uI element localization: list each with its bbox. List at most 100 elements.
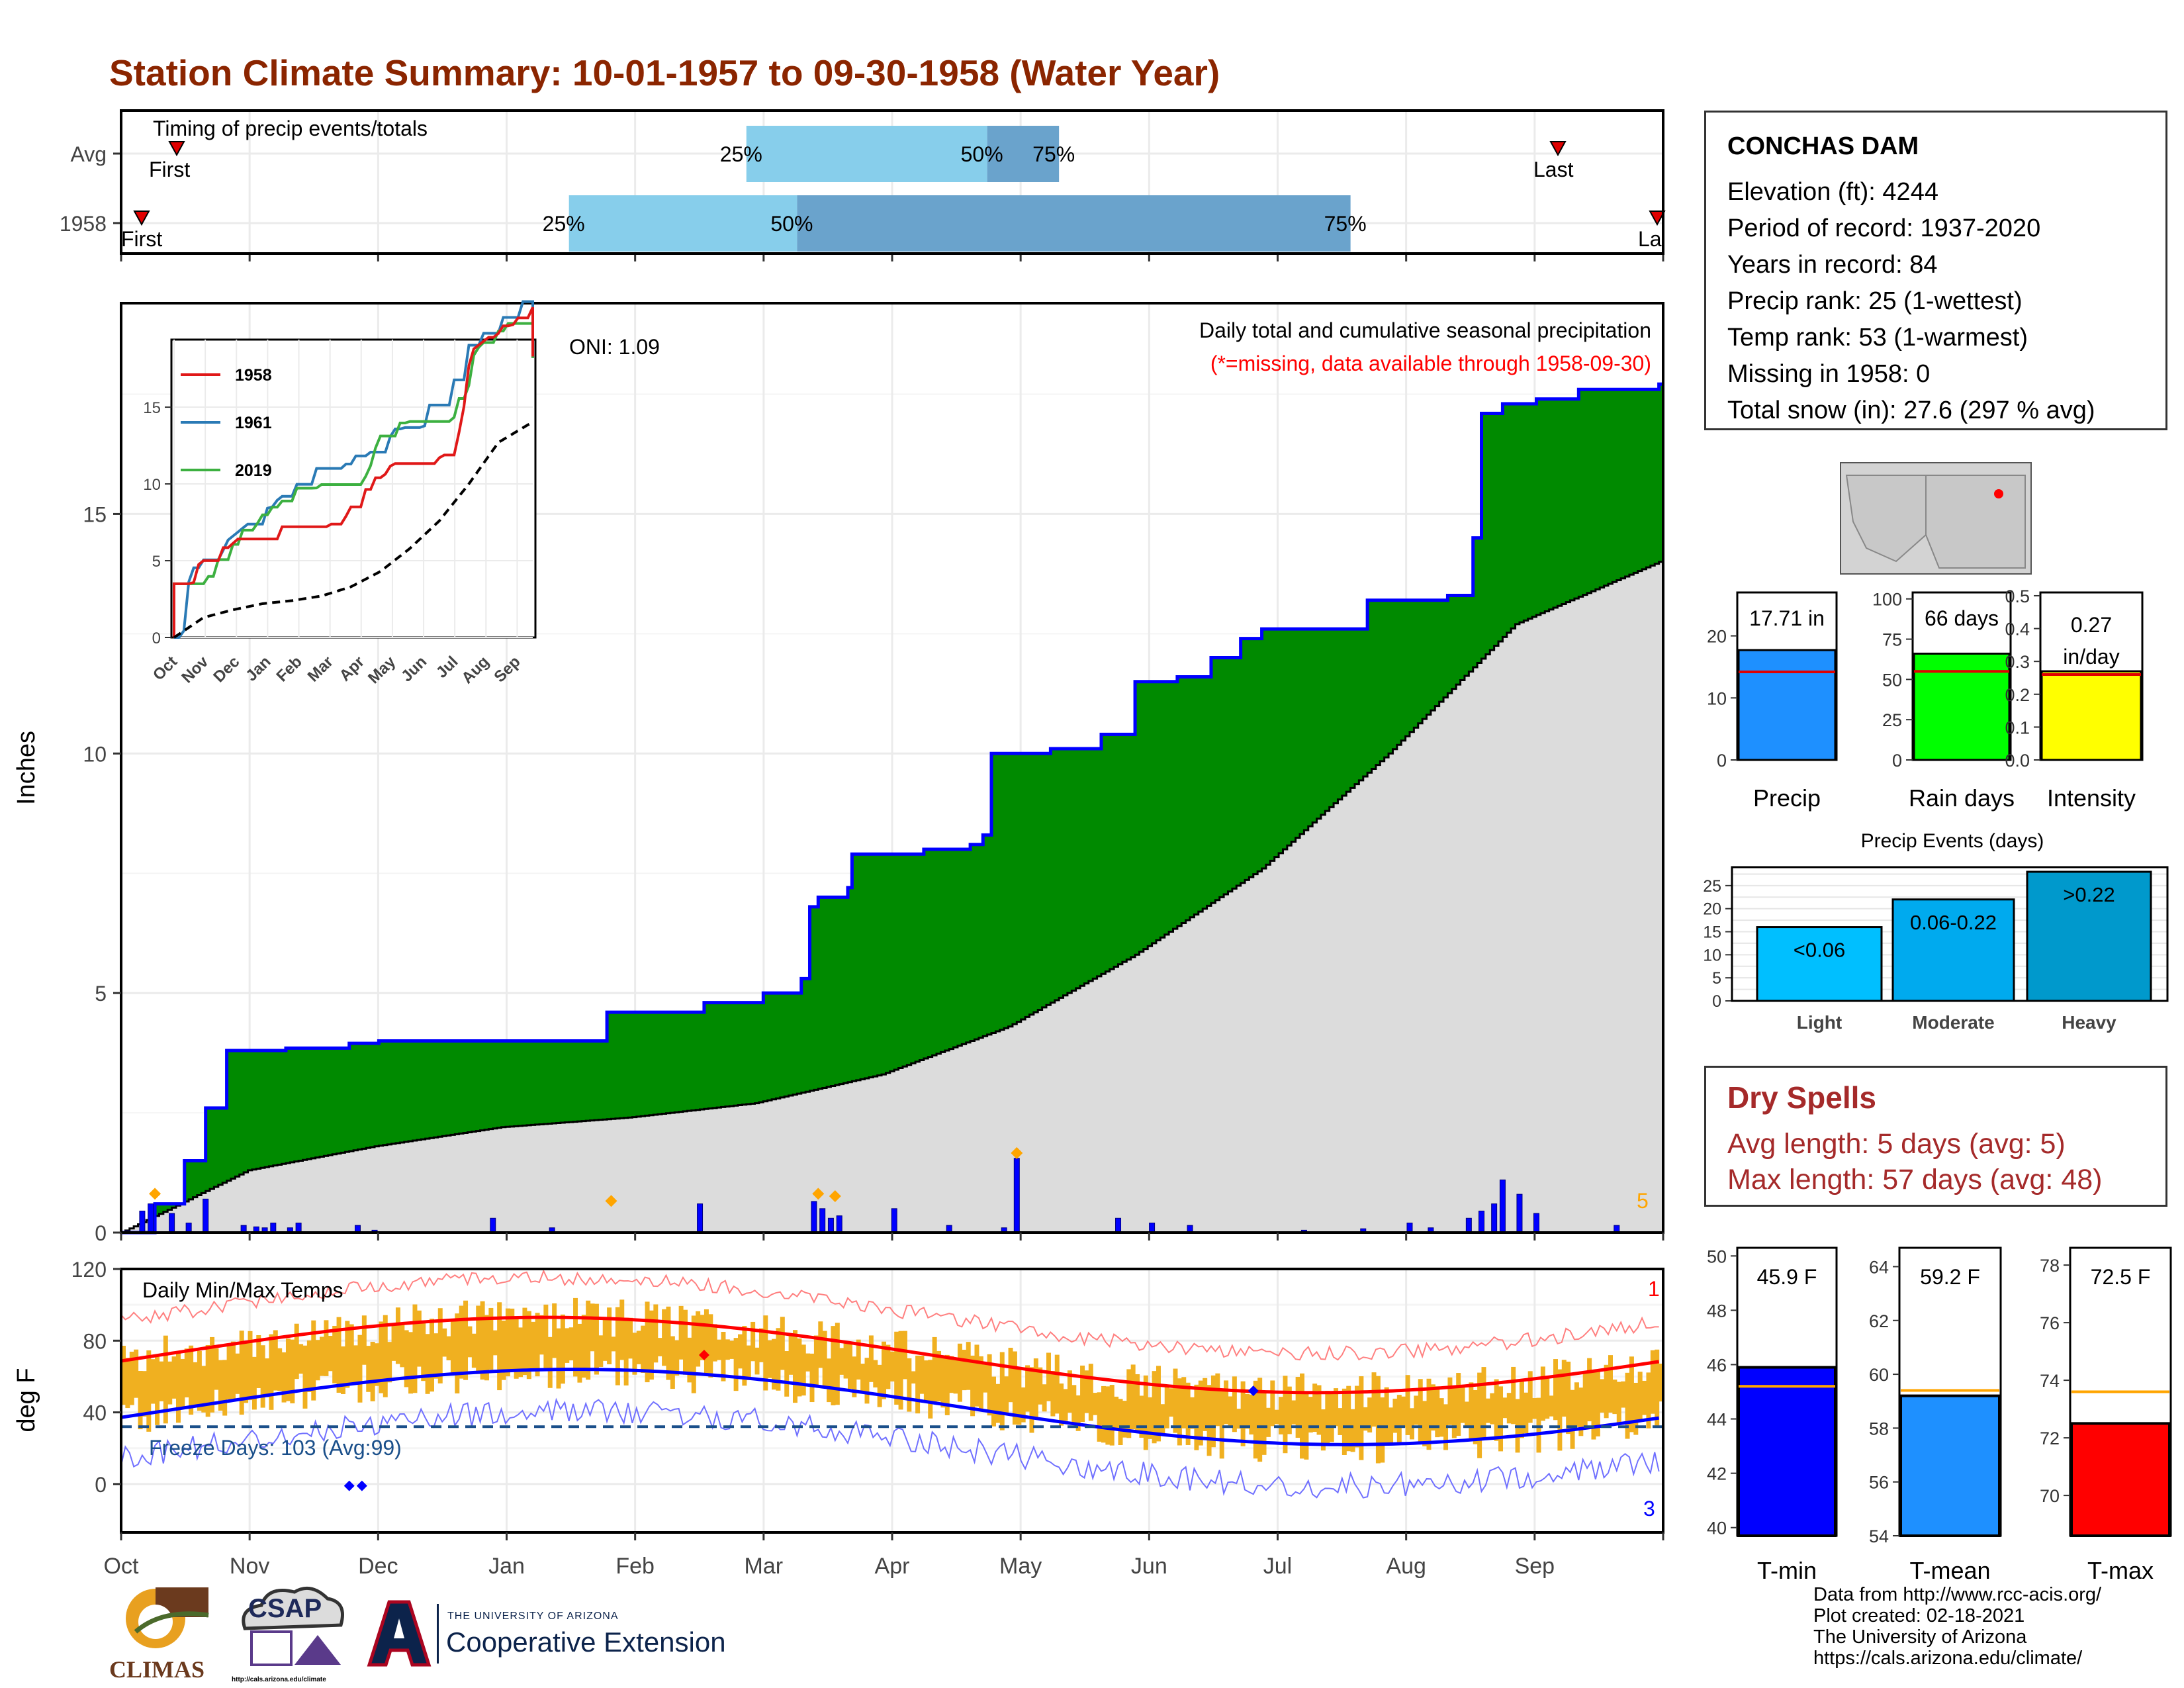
station-detail-line: Temp rank: 53 (1-warmest) [1727, 324, 2028, 352]
daily-temp-range-bar [978, 1356, 983, 1410]
daily-temp-range-bar [683, 1309, 688, 1375]
small-bar-value [1737, 649, 1837, 761]
daily-temp-range-bar [1198, 1380, 1203, 1446]
temp-bar-tick-label: 62 [1869, 1311, 1889, 1331]
month-label: Jun [1131, 1554, 1167, 1579]
daily-temp-range-bar [949, 1356, 954, 1393]
timing-label: Timing of precip events/totals [153, 117, 428, 140]
daily-temp-range-bar [1177, 1378, 1182, 1446]
daily-temp-range-bar [269, 1334, 274, 1410]
last-avg-marker [1549, 141, 1567, 157]
daily-temp-range-bar [412, 1304, 418, 1393]
daily-temp-range-bar [827, 1358, 832, 1403]
daily-temp-range-bar [214, 1348, 219, 1390]
daily-temp-range-bar [928, 1360, 933, 1419]
daily-temp-range-bar [898, 1331, 903, 1410]
daily-temp-range-bar [1359, 1376, 1364, 1460]
daily-temp-range-bar [455, 1313, 460, 1393]
small-bar-tick-label: 0.1 [2005, 718, 2030, 737]
last-1958-label: La [1638, 227, 1662, 251]
daily-temp-range-bar [244, 1342, 249, 1403]
daily-temp-range-bar [433, 1333, 439, 1379]
daily-temp-range-bar [361, 1315, 367, 1365]
daily-temp-range-bar [1439, 1398, 1444, 1437]
daily-temp-range-bar [175, 1352, 181, 1423]
temp-bar-tick-label: 58 [1869, 1419, 1889, 1438]
temp-bar-tick-label: 74 [2040, 1371, 2060, 1391]
daily-temp-range-bar [1245, 1393, 1250, 1429]
daily-temp-range-bar [1621, 1381, 1626, 1408]
daily-temp-range-bar [391, 1325, 396, 1361]
small-bar-tick-label: 25 [1882, 710, 1902, 730]
daily-temp-range-bar [1600, 1379, 1605, 1413]
daily-temp-range-bar [155, 1356, 160, 1425]
daily-temp-range-bar [547, 1336, 553, 1388]
daily-temp-range-bar [1498, 1386, 1504, 1452]
daily-temp-range-bar [1240, 1381, 1246, 1446]
inset-legend-label: 1958 [235, 366, 272, 385]
event-bar-value: <0.06 [1794, 939, 1845, 962]
daily-temp-range-bar [822, 1331, 827, 1387]
daily-temp-range-bar [1308, 1397, 1313, 1433]
record-low-marker [343, 1480, 355, 1491]
month-label: Aug [1386, 1554, 1426, 1579]
small-bar-tick-label: 10 [1707, 688, 1727, 708]
small-bar-label: Rain days [1909, 784, 2015, 812]
daily-temp-range-bar [1054, 1354, 1060, 1414]
temp-ytick-label: 40 [83, 1401, 107, 1425]
station-details: Elevation (ft): 4244 Period of record: 19… [1727, 174, 2165, 429]
daily-temp-range-bar [957, 1343, 962, 1402]
daily-temp-range-bar [696, 1311, 701, 1367]
month-label: Mar [745, 1554, 784, 1579]
daily-temp-range-bar [1114, 1396, 1119, 1431]
daily-temp-range-bar [1063, 1389, 1068, 1421]
daily-temp-range-bar [1642, 1380, 1647, 1415]
daily-temp-range-bar [129, 1351, 134, 1405]
daily-temp-range-bar [1604, 1364, 1609, 1419]
daily-temp-range-bar [1553, 1359, 1559, 1421]
timing-row-label: 1958 [60, 212, 107, 236]
small-bar-tick-label: 0.3 [2005, 652, 2030, 672]
daily-temp-range-bar [1021, 1387, 1026, 1423]
daily-temp-range-bar [180, 1358, 185, 1407]
events-tick-label: 10 [1703, 946, 1721, 964]
daily-temp-range-bar [1126, 1369, 1132, 1438]
daily-temp-range-bar [1384, 1387, 1389, 1443]
daily-temp-range-bar [1029, 1367, 1034, 1433]
daily-temp-range-bar [1038, 1367, 1043, 1405]
temp-bar-tick-label: 54 [1869, 1526, 1889, 1546]
snow-marker [605, 1195, 617, 1207]
dry-spells-avg: Avg length: 5 days (avg: 5) [1727, 1128, 2066, 1160]
daily-temp-range-bar [1578, 1387, 1584, 1436]
dry-spells-title: Dry Spells [1727, 1080, 1876, 1115]
daily-temp-range-bar [1625, 1372, 1630, 1439]
daily-temp-range-bar [1084, 1370, 1089, 1413]
daily-temp-range-bar [526, 1311, 531, 1380]
daily-temp-range-bar [1206, 1385, 1212, 1456]
daily-temp-range-bar [235, 1353, 240, 1394]
daily-temp-range-bar [1329, 1393, 1334, 1442]
climas-text: CLIMAS [109, 1656, 205, 1683]
daily-temp-range-bar [1160, 1404, 1165, 1436]
daily-temp-range-bar [201, 1366, 206, 1413]
daily-temp-range-bar [577, 1323, 582, 1383]
daily-temp-range-bar [1464, 1401, 1469, 1428]
daily-temp-range-bar [763, 1315, 768, 1391]
main-ytick-label: 15 [83, 502, 107, 526]
daily-temp-range-bar [1342, 1388, 1347, 1455]
daily-temp-range-bar [1261, 1390, 1267, 1455]
small-bar-value-label: 0.27 [2071, 613, 2112, 637]
timing-frame [120, 109, 1664, 255]
daily-temp-range-bar [1181, 1377, 1187, 1429]
daily-temp-range-bar [1249, 1394, 1254, 1435]
small-bar-tick-label: 0.0 [2005, 751, 2030, 771]
event-bar-label: Light [1797, 1012, 1842, 1033]
daily-temp-range-bar [729, 1340, 735, 1359]
daily-temp-range-bar [1524, 1392, 1529, 1434]
daily-temp-range-bar [1143, 1375, 1148, 1450]
temp-bar-tick-label: 64 [1869, 1257, 1889, 1277]
daily-temp-range-bar [1519, 1382, 1524, 1438]
daily-temp-range-bar [611, 1336, 616, 1352]
daily-temp-range-bar [1616, 1382, 1621, 1425]
daily-temp-range-bar [1118, 1399, 1123, 1446]
